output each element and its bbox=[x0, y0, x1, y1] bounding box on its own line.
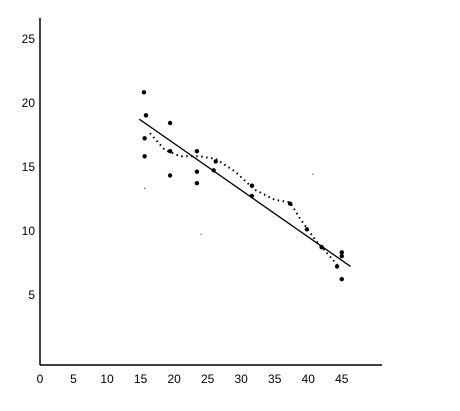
smooth-curve bbox=[149, 132, 341, 269]
point bbox=[200, 233, 202, 236]
point bbox=[194, 169, 200, 174]
point bbox=[319, 244, 324, 250]
point bbox=[213, 159, 218, 164]
point bbox=[339, 250, 344, 255]
point bbox=[211, 168, 216, 173]
point bbox=[167, 148, 173, 154]
x-tick-label: 5 bbox=[70, 372, 77, 386]
x-tick-label: 0 bbox=[37, 372, 44, 386]
y-tick-label: 10 bbox=[22, 224, 36, 238]
point bbox=[339, 277, 344, 282]
y-tick-label: 25 bbox=[22, 32, 36, 46]
point bbox=[339, 253, 344, 259]
point bbox=[143, 187, 146, 189]
point bbox=[142, 154, 147, 159]
point bbox=[194, 148, 200, 154]
point bbox=[167, 173, 173, 178]
point bbox=[167, 120, 173, 126]
point bbox=[142, 136, 147, 141]
point bbox=[312, 173, 314, 175]
x-tick-label: 40 bbox=[302, 372, 316, 386]
y-tick-label: 15 bbox=[22, 160, 36, 174]
point bbox=[249, 193, 255, 199]
point bbox=[194, 180, 200, 186]
y-tick-label: 20 bbox=[22, 96, 36, 110]
x-tick-label: 10 bbox=[100, 372, 114, 386]
point bbox=[334, 264, 340, 269]
x-tick-label: 30 bbox=[234, 372, 248, 386]
x-tick-label: 35 bbox=[268, 372, 282, 386]
point bbox=[141, 90, 147, 95]
point bbox=[287, 201, 293, 206]
point bbox=[249, 183, 255, 188]
x-tick-label: 15 bbox=[134, 372, 148, 386]
point bbox=[143, 113, 149, 118]
trend-line bbox=[138, 118, 351, 267]
point bbox=[304, 227, 310, 232]
x-tick-label: 45 bbox=[335, 372, 349, 386]
x-tick-label: 25 bbox=[201, 372, 215, 386]
y-tick-label: 5 bbox=[28, 288, 35, 302]
x-tick-label: 20 bbox=[167, 372, 181, 386]
